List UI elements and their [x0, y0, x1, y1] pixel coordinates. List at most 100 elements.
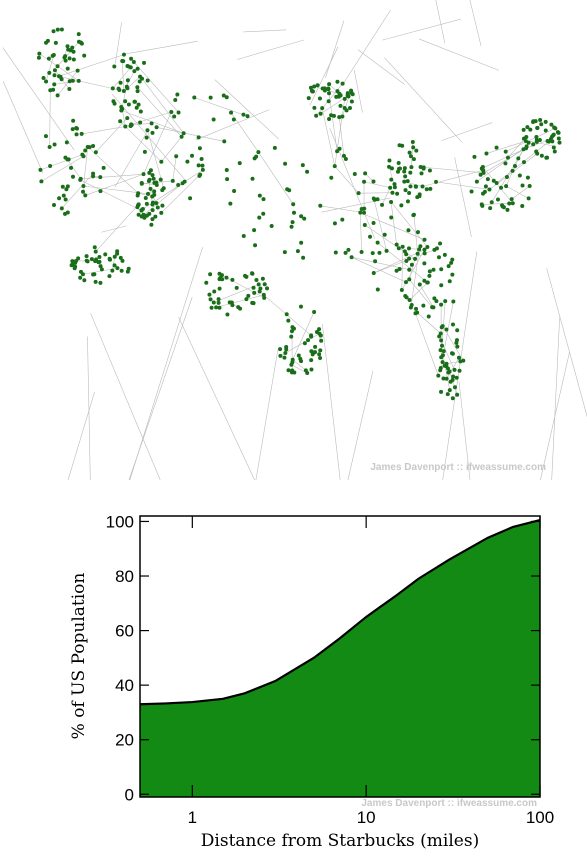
y-tick-label: 40	[115, 676, 134, 695]
store-dot	[208, 297, 213, 302]
store-dot	[107, 256, 112, 261]
voronoi-edge	[486, 140, 527, 154]
store-dot	[535, 125, 540, 130]
voronoi-edge	[334, 98, 346, 167]
store-dot	[373, 259, 378, 264]
store-dot	[229, 110, 234, 115]
store-dot	[450, 322, 455, 327]
store-dot	[125, 78, 130, 83]
voronoi-edge	[551, 317, 560, 481]
store-dot	[314, 330, 319, 335]
store-dot	[510, 201, 515, 206]
voronoi-edge	[440, 301, 446, 358]
store-dot	[396, 161, 401, 166]
store-dot	[347, 106, 352, 111]
store-dot	[79, 131, 84, 136]
store-dot	[434, 179, 439, 184]
store-dot	[82, 278, 87, 283]
store-dot	[320, 106, 325, 111]
store-dot	[440, 360, 445, 365]
store-dot	[446, 264, 451, 269]
store-dot	[309, 358, 314, 363]
store-dot	[192, 95, 197, 100]
store-dot	[331, 113, 336, 118]
store-dot	[188, 196, 193, 201]
store-dot	[75, 68, 80, 73]
store-dot	[84, 254, 89, 259]
store-dot	[526, 140, 531, 145]
store-dot	[418, 244, 423, 249]
store-dot	[65, 210, 70, 215]
store-dot	[129, 56, 134, 61]
store-dot	[60, 184, 65, 189]
store-dot	[521, 136, 526, 141]
store-dot	[232, 189, 237, 194]
store-dot	[318, 111, 323, 116]
store-dot	[76, 78, 81, 83]
store-dot	[154, 125, 159, 130]
voronoi-edge	[408, 258, 416, 280]
store-dot	[93, 150, 98, 155]
voronoi-edge	[420, 166, 484, 174]
store-dot	[488, 206, 493, 211]
store-dot	[61, 193, 66, 198]
store-dot	[278, 353, 283, 358]
store-dot	[343, 250, 348, 255]
store-dot	[47, 70, 52, 75]
store-dot	[121, 89, 126, 94]
store-dot	[370, 251, 375, 256]
store-dot	[422, 251, 427, 256]
store-dot	[407, 277, 412, 282]
store-dot	[63, 197, 68, 202]
store-dot	[327, 116, 332, 121]
store-dot	[318, 355, 323, 360]
voronoi-edge	[85, 173, 144, 196]
store-dot	[145, 78, 150, 83]
store-dot	[431, 267, 436, 272]
store-dot	[225, 177, 230, 182]
area	[140, 520, 540, 797]
store-dot	[543, 119, 548, 124]
store-dot	[389, 177, 394, 182]
voronoi-edge	[58, 54, 125, 77]
store-dot	[303, 368, 308, 373]
store-dot	[149, 222, 154, 227]
store-dot	[349, 91, 354, 96]
store-dot	[495, 197, 500, 202]
store-dot	[549, 122, 554, 127]
store-dot	[520, 204, 525, 209]
store-dot	[539, 122, 544, 127]
store-dot	[438, 366, 443, 371]
store-dot	[211, 300, 216, 305]
store-dot	[150, 208, 155, 213]
store-dot	[126, 102, 131, 107]
store-dot	[284, 344, 289, 349]
store-dot	[440, 343, 445, 348]
voronoi-edge	[57, 70, 78, 96]
store-dot	[315, 83, 320, 88]
store-dot	[63, 54, 68, 59]
store-dot	[414, 148, 419, 153]
voronoi-edge	[416, 312, 441, 334]
store-dot	[59, 206, 64, 211]
store-dot	[146, 191, 151, 196]
store-dot	[417, 247, 422, 252]
store-dot	[431, 305, 436, 310]
voronoi-edge	[114, 130, 149, 188]
store-dot	[456, 355, 461, 360]
store-dot	[96, 260, 101, 265]
store-dot	[524, 144, 529, 149]
store-dot	[80, 272, 85, 277]
store-dot	[82, 53, 87, 58]
store-dot	[126, 64, 131, 69]
store-dot	[455, 392, 460, 397]
store-dot	[312, 84, 317, 89]
store-dot	[83, 193, 88, 198]
store-dot	[356, 191, 361, 196]
store-dot	[209, 305, 214, 310]
store-dot	[499, 185, 504, 190]
voronoi-edge	[505, 185, 529, 199]
store-dot	[265, 286, 270, 291]
store-dot	[397, 143, 402, 148]
